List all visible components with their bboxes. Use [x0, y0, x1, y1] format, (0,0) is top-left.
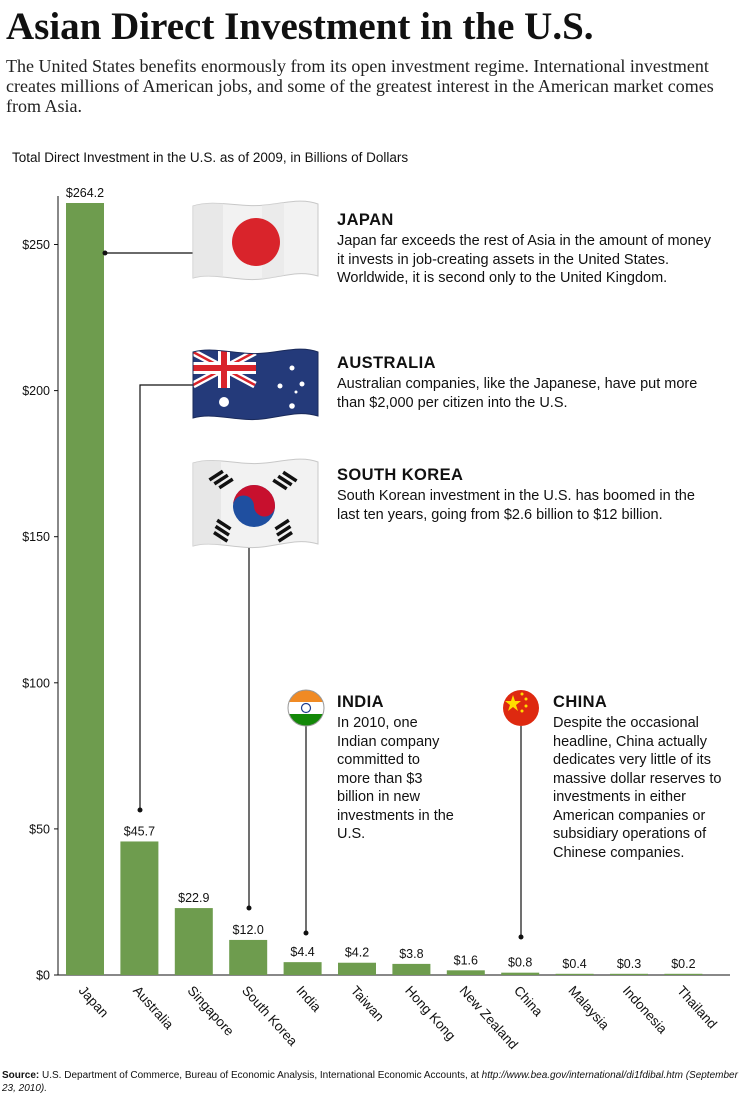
- bar: [174, 908, 213, 975]
- bar-value-label: $12.0: [233, 923, 264, 937]
- bar: [555, 973, 594, 975]
- bar-value-label: $3.8: [399, 947, 423, 961]
- china-flag-icon: [503, 690, 539, 726]
- australia-callout-title: AUSTRALIA: [337, 354, 436, 372]
- bar: [283, 962, 322, 975]
- y-tick-label: $100: [22, 676, 50, 690]
- japan-callout: JAPAN Japan far exceeds the rest of Asia…: [337, 210, 712, 288]
- india-callout-text: In 2010, one Indian company committed to…: [337, 715, 454, 842]
- x-tick-label: South Korea: [239, 983, 301, 1049]
- bar: [446, 970, 485, 975]
- y-tick-label: $50: [29, 822, 50, 836]
- china-leader-dot: [518, 934, 524, 940]
- india-leader-dot: [303, 930, 309, 936]
- japan-callout-title: JAPAN: [337, 211, 394, 229]
- bar-value-label: $0.4: [562, 957, 586, 971]
- y-tick-label: $250: [22, 238, 50, 252]
- bar: [501, 972, 540, 975]
- bar-value-label: $0.2: [671, 957, 695, 971]
- bar-value-label: $45.7: [124, 824, 155, 838]
- bar: [610, 973, 648, 975]
- x-tick-label: India: [293, 983, 324, 1015]
- x-tick-label: Japan: [76, 983, 112, 1020]
- south-korea-flag-icon: [192, 458, 319, 549]
- bar-value-label: $4.4: [290, 945, 314, 959]
- bar: [664, 973, 703, 975]
- australia-flag-icon: [192, 348, 319, 421]
- x-tick-label: Australia: [130, 983, 177, 1032]
- page-subtitle: The United States benefits enormously fr…: [6, 56, 714, 116]
- x-tick-label: Indonesia: [620, 983, 671, 1037]
- india-flag-icon: [287, 689, 325, 727]
- leader-lines: [102, 250, 524, 940]
- japan-callout-text: Japan far exceeds the rest of Asia in th…: [337, 233, 711, 286]
- bar-value-label: $4.2: [345, 946, 369, 960]
- source-date: (September 23, 2010).: [2, 1070, 738, 1094]
- south-korea-callout-text: South Korean investment in the U.S. has …: [337, 488, 695, 523]
- page-title: Asian Direct Investment in the U.S.: [6, 5, 594, 48]
- south-korea-callout: SOUTH KOREA South Korean investment in t…: [337, 465, 712, 524]
- bar-value-label: $1.6: [454, 953, 478, 967]
- y-tick-label: $150: [22, 530, 50, 544]
- australia-leader-line: [139, 384, 193, 810]
- india-callout: INDIA In 2010, one Indian company commit…: [337, 692, 455, 844]
- chart-title: Total Direct Investment in the U.S. as o…: [12, 150, 409, 165]
- china-callout-text: Despite the occasional headline, China a…: [553, 715, 722, 861]
- bar: [392, 963, 431, 975]
- japan-leader-dot: [102, 250, 108, 256]
- x-tick-label: Malaysia: [565, 983, 612, 1033]
- south-korea-leader-dot: [246, 905, 252, 911]
- source-text: U.S. Department of Commerce, Bureau of E…: [42, 1070, 479, 1081]
- bar: [66, 203, 104, 975]
- china-callout-title: CHINA: [553, 693, 608, 711]
- india-callout-title: INDIA: [337, 693, 384, 711]
- x-tick-label: Thailand: [674, 983, 720, 1032]
- australia-leader-dot: [137, 807, 143, 813]
- bars: $264.2 $45.7 $22.9 $12.0 $4.4 $4.2 $3.8 $1.6 $0.…: [66, 186, 703, 975]
- source-label: Source:: [2, 1070, 40, 1081]
- y-tick-label: $0: [36, 969, 50, 983]
- bar-value-label: $264.2: [66, 186, 104, 200]
- y-tick-label: $200: [22, 384, 50, 398]
- bar: [229, 939, 268, 975]
- x-tick-label: Taiwan: [348, 983, 387, 1024]
- china-callout: CHINA Despite the occasional headline, C…: [553, 692, 733, 862]
- x-tick-label: Hong Kong: [402, 983, 458, 1043]
- source-note: Source: U.S. Department of Commerce, Bur…: [2, 1069, 748, 1095]
- south-korea-callout-title: SOUTH KOREA: [337, 466, 464, 484]
- bar-value-label: $22.9: [178, 891, 209, 905]
- bar-value-label: $0.8: [508, 956, 532, 970]
- bar: [120, 841, 159, 975]
- bar-value-label: $0.3: [617, 957, 641, 971]
- japan-flag-icon: [192, 200, 319, 281]
- australia-callout: AUSTRALIA Australian companies, like the…: [337, 353, 712, 412]
- bar: [338, 962, 376, 975]
- x-tick-label: Singapore: [185, 983, 237, 1039]
- source-url[interactable]: http://www.bea.gov/international/di1fdib…: [481, 1070, 683, 1081]
- x-tick-label: China: [511, 983, 546, 1020]
- australia-callout-text: Australian companies, like the Japanese,…: [337, 376, 698, 411]
